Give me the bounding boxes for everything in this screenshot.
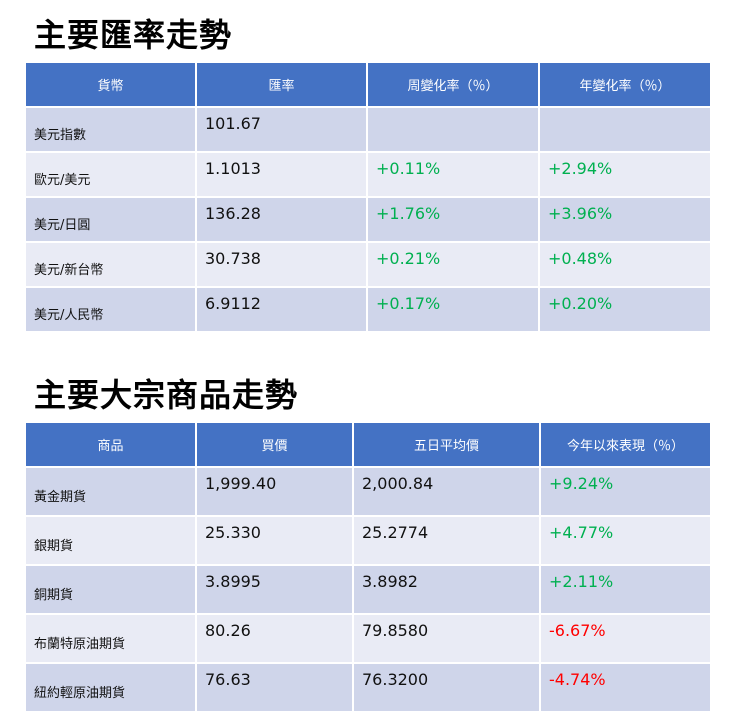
cm-name-cell: 紐約輕原油期貨: [24, 662, 197, 713]
fx-rate-cell: 6.9112: [195, 286, 368, 333]
table-row: 銅期貨 3.8995 3.8982 +2.11%: [24, 564, 712, 615]
fx-rate-cell: 101.67: [195, 106, 368, 153]
table-row: 紐約輕原油期貨 76.63 76.3200 -4.74%: [24, 662, 712, 713]
cm-avg5-cell: 3.8982: [352, 564, 541, 615]
commodities-header-row: 商品 買價 五日平均價 今年以來表現（％）: [24, 421, 712, 468]
commodities-table: 商品 買價 五日平均價 今年以來表現（％） 黃金期貨 1,999.40 2,00…: [24, 421, 712, 713]
fx-week-cell: +0.21%: [366, 241, 540, 288]
table-row: 銀期貨 25.330 25.2774 +4.77%: [24, 515, 712, 566]
table-row: 美元/日圓 136.28 +1.76% +3.96%: [24, 196, 712, 243]
fx-rate-cell: 136.28: [195, 196, 368, 243]
cm-ytd-cell: -4.74%: [539, 662, 712, 713]
cm-bid-cell: 1,999.40: [195, 466, 354, 517]
cm-header-bid: 買價: [195, 421, 354, 468]
fx-year-cell: +2.94%: [538, 151, 712, 198]
fx-header-row: 貨幣 匯率 周變化率（％） 年變化率（％）: [24, 61, 712, 108]
cm-name-cell: 黃金期貨: [24, 466, 197, 517]
fx-currency-cell: 美元/日圓: [24, 196, 197, 243]
table-row: 美元指數 101.67: [24, 106, 712, 153]
cm-name-cell: 布蘭特原油期貨: [24, 613, 197, 664]
fx-rate-cell: 1.1013: [195, 151, 368, 198]
fx-week-cell: +0.11%: [366, 151, 540, 198]
cm-header-commodity: 商品: [24, 421, 197, 468]
cm-bid-cell: 80.26: [195, 613, 354, 664]
cm-bid-cell: 25.330: [195, 515, 354, 566]
fx-rate-cell: 30.738: [195, 241, 368, 288]
cm-ytd-cell: +9.24%: [539, 466, 712, 517]
fx-currency-cell: 美元/人民幣: [24, 286, 197, 333]
cm-bid-cell: 3.8995: [195, 564, 354, 615]
cm-avg5-cell: 76.3200: [352, 662, 541, 713]
commodities-section-title: 主要大宗商品走勢: [34, 376, 299, 414]
fx-header-week-change: 周變化率（％）: [366, 61, 540, 108]
fx-header-year-change: 年變化率（％）: [538, 61, 712, 108]
fx-currency-cell: 美元指數: [24, 106, 197, 153]
fx-week-cell: [366, 106, 540, 153]
fx-year-cell: [538, 106, 712, 153]
cm-avg5-cell: 2,000.84: [352, 466, 541, 517]
fx-table: 貨幣 匯率 周變化率（％） 年變化率（％） 美元指數 101.67 歐元/美元 …: [24, 61, 712, 333]
cm-bid-cell: 76.63: [195, 662, 354, 713]
fx-year-cell: +3.96%: [538, 196, 712, 243]
fx-year-cell: +0.20%: [538, 286, 712, 333]
cm-ytd-cell: -6.67%: [539, 613, 712, 664]
cm-name-cell: 銅期貨: [24, 564, 197, 615]
table-row: 黃金期貨 1,999.40 2,000.84 +9.24%: [24, 466, 712, 517]
cm-avg5-cell: 79.8580: [352, 613, 541, 664]
cm-header-ytd: 今年以來表現（％）: [539, 421, 712, 468]
cm-ytd-cell: +4.77%: [539, 515, 712, 566]
fx-year-cell: +0.48%: [538, 241, 712, 288]
fx-currency-cell: 美元/新台幣: [24, 241, 197, 288]
fx-header-currency: 貨幣: [24, 61, 197, 108]
cm-ytd-cell: +2.11%: [539, 564, 712, 615]
fx-section-title: 主要匯率走勢: [34, 16, 233, 54]
table-row: 美元/人民幣 6.9112 +0.17% +0.20%: [24, 286, 712, 333]
fx-header-rate: 匯率: [195, 61, 368, 108]
fx-week-cell: +0.17%: [366, 286, 540, 333]
table-row: 布蘭特原油期貨 80.26 79.8580 -6.67%: [24, 613, 712, 664]
cm-avg5-cell: 25.2774: [352, 515, 541, 566]
fx-currency-cell: 歐元/美元: [24, 151, 197, 198]
table-row: 歐元/美元 1.1013 +0.11% +2.94%: [24, 151, 712, 198]
fx-week-cell: +1.76%: [366, 196, 540, 243]
table-row: 美元/新台幣 30.738 +0.21% +0.48%: [24, 241, 712, 288]
cm-name-cell: 銀期貨: [24, 515, 197, 566]
cm-header-avg5: 五日平均價: [352, 421, 541, 468]
